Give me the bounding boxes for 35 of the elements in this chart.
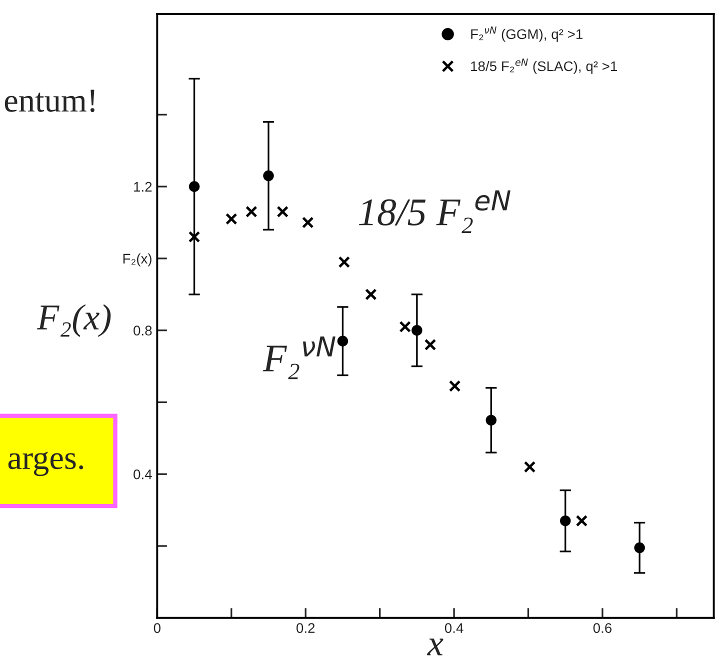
annotation: F₂$^{νN}$ <box>262 336 336 380</box>
y-tick-label: 0.8 <box>134 326 152 336</box>
text: entum! <box>4 90 94 112</box>
point <box>365 288 377 300</box>
y-tick-label: 0.4 <box>134 469 152 480</box>
point <box>302 216 314 228</box>
legend-label: 18/5 F₂$^{eN}$ (SLAC), q² >1 <box>471 58 618 74</box>
y-tick-label: F₂(x) <box>123 253 152 266</box>
point <box>412 324 422 336</box>
annotation: 18/5 F₂$^{eN}$ <box>358 190 510 234</box>
point <box>188 181 200 192</box>
point <box>225 213 238 225</box>
x-tick-label: 0 <box>154 623 160 633</box>
point <box>337 336 348 347</box>
x-tick-label: 0.6 <box>593 623 612 633</box>
point <box>560 515 571 526</box>
x-tick-label: 0.4 <box>444 623 464 633</box>
point <box>188 230 200 243</box>
y-axis-title: F₂(x) <box>36 304 111 338</box>
point <box>399 320 411 333</box>
point <box>524 461 536 473</box>
point <box>263 170 274 182</box>
point <box>576 514 588 527</box>
text: arges. <box>8 452 84 476</box>
y-tick-label: 1.2 <box>134 182 152 192</box>
point <box>486 414 497 426</box>
point <box>338 256 350 268</box>
point <box>424 338 436 351</box>
point <box>276 206 289 218</box>
x-tick-label: 0.2 <box>296 623 315 633</box>
legend-label: F₂$^{νN}$ (GGM), q² >1 <box>471 26 582 42</box>
point <box>246 206 258 218</box>
point <box>448 380 461 392</box>
point <box>634 542 645 554</box>
x-axis-title: x <box>427 638 444 656</box>
